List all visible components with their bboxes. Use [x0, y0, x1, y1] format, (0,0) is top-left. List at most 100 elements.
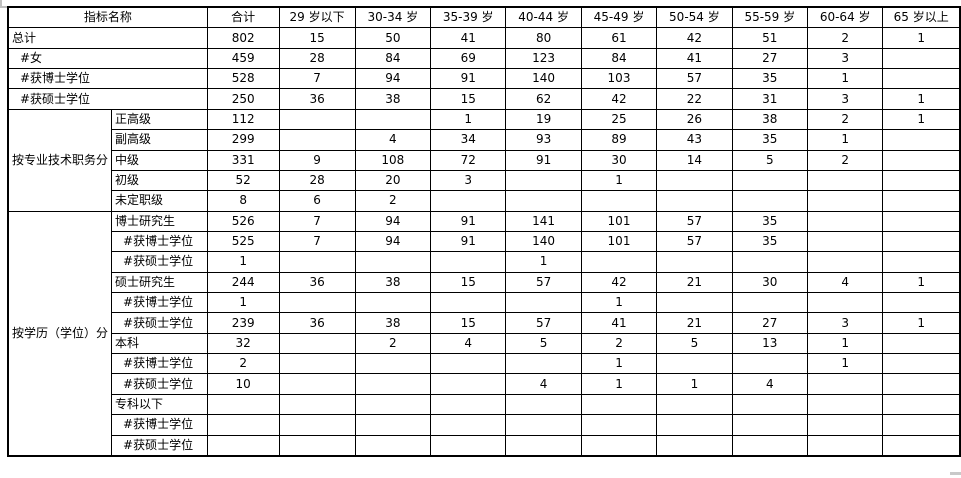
- data-cell: [278, 373, 356, 395]
- data-cell: 2: [806, 108, 884, 131]
- data-cell: [882, 210, 961, 232]
- data-cell: [882, 393, 961, 416]
- data-cell: 6: [278, 190, 356, 212]
- data-cell: 1: [882, 271, 961, 294]
- col-header: 60-64 岁: [806, 6, 884, 29]
- data-cell: 2: [806, 27, 884, 49]
- table-row: 初级 52 28 20 3 1: [8, 169, 961, 192]
- data-cell: [505, 353, 582, 375]
- data-cell: [731, 353, 808, 375]
- data-cell: [505, 292, 582, 314]
- table-body: 总计 802 15 50 41 80 61 42 51 2 1 #女 459 28 84 69 123 84 41 2…: [7, 27, 961, 457]
- table-row: #获博士学位: [8, 414, 961, 436]
- data-cell: 35: [731, 68, 808, 90]
- data-cell: 51: [731, 27, 808, 49]
- data-cell: [354, 292, 432, 314]
- data-cell: [882, 434, 961, 457]
- data-cell: 94: [354, 230, 432, 253]
- data-cell: 15: [430, 312, 507, 334]
- col-header: 45-49 岁: [580, 6, 658, 29]
- data-cell: 108: [354, 149, 432, 171]
- table-row: 硕士研究生 244 36 38 15 57 42 21 30 4 1: [8, 271, 961, 294]
- data-cell: 62: [505, 88, 582, 110]
- table-header: 指标名称 合计 29 岁以下 30-34 岁 35-39 岁 40-44 岁 45-49 岁…: [7, 6, 961, 29]
- data-cell: 91: [430, 230, 507, 253]
- data-cell: 10: [206, 373, 280, 395]
- col-header-name: 指标名称: [7, 6, 208, 29]
- data-cell: [731, 393, 808, 416]
- data-cell: [656, 292, 733, 314]
- data-cell: 27: [731, 312, 808, 334]
- data-cell: [731, 169, 808, 192]
- data-cell: [354, 373, 432, 395]
- data-cell: 43: [656, 129, 733, 151]
- row-label: 未定职级: [111, 190, 208, 212]
- data-cell: 1: [806, 68, 884, 90]
- data-cell: 528: [206, 68, 280, 90]
- data-cell: 89: [580, 129, 658, 151]
- data-cell: 4: [354, 129, 432, 151]
- data-cell: 802: [206, 27, 280, 49]
- data-cell: 1: [806, 353, 884, 375]
- data-cell: 25: [580, 108, 658, 131]
- data-cell: 1: [882, 312, 961, 334]
- data-cell: [882, 332, 961, 355]
- data-cell: 459: [206, 47, 280, 70]
- data-cell: 4: [430, 332, 507, 355]
- data-cell: [206, 434, 280, 457]
- data-cell: 15: [430, 88, 507, 110]
- data-cell: [882, 353, 961, 375]
- col-header: 30-34 岁: [354, 6, 432, 29]
- window-edge-fragment: [0, 0, 2, 8]
- data-cell: [278, 434, 356, 457]
- data-cell: [354, 251, 432, 273]
- data-cell: 52: [206, 169, 280, 192]
- data-cell: 30: [731, 271, 808, 294]
- data-cell: 9: [278, 149, 356, 171]
- data-cell: [731, 292, 808, 314]
- data-cell: [882, 414, 961, 436]
- data-cell: 1: [580, 353, 658, 375]
- data-cell: [430, 353, 507, 375]
- data-cell: [505, 190, 582, 212]
- data-cell: 141: [505, 210, 582, 232]
- data-cell: [278, 292, 356, 314]
- row-label: #获博士学位: [111, 414, 208, 436]
- data-cell: 21: [656, 312, 733, 334]
- col-header: 65 岁以上: [882, 6, 961, 29]
- data-cell: 299: [206, 129, 280, 151]
- row-label: #获博士学位: [111, 292, 208, 314]
- data-cell: [656, 251, 733, 273]
- data-cell: 57: [505, 312, 582, 334]
- data-cell: [806, 230, 884, 253]
- data-cell: 140: [505, 68, 582, 90]
- row-label: 总计: [7, 27, 208, 49]
- data-cell: [278, 414, 356, 436]
- data-cell: 526: [206, 210, 280, 232]
- data-cell: 15: [430, 271, 507, 294]
- data-cell: [882, 68, 961, 90]
- data-cell: 36: [278, 312, 356, 334]
- data-cell: [806, 414, 884, 436]
- data-cell: 28: [278, 169, 356, 192]
- row-label: 博士研究生: [111, 210, 208, 232]
- data-cell: 38: [354, 88, 432, 110]
- data-cell: 91: [430, 210, 507, 232]
- data-cell: 19: [505, 108, 582, 131]
- window-edge-fragment: [0, 6, 9, 8]
- data-cell: 1: [656, 373, 733, 395]
- data-cell: [430, 373, 507, 395]
- data-cell: 15: [278, 27, 356, 49]
- data-cell: 2: [806, 149, 884, 171]
- table-row: #女 459 28 84 69 123 84 41 27 3: [7, 47, 961, 70]
- data-cell: 30: [580, 149, 658, 171]
- table-row: 中级 331 9 108 72 91 30 14 5 2: [8, 149, 961, 171]
- group-label: 按专业技术职务分: [7, 108, 113, 212]
- data-cell: 41: [656, 47, 733, 70]
- data-cell: [580, 393, 658, 416]
- data-cell: 41: [430, 27, 507, 49]
- data-cell: [882, 230, 961, 253]
- data-cell: 7: [278, 68, 356, 90]
- row-label: #获硕士学位: [111, 312, 208, 334]
- data-cell: 3: [806, 47, 884, 70]
